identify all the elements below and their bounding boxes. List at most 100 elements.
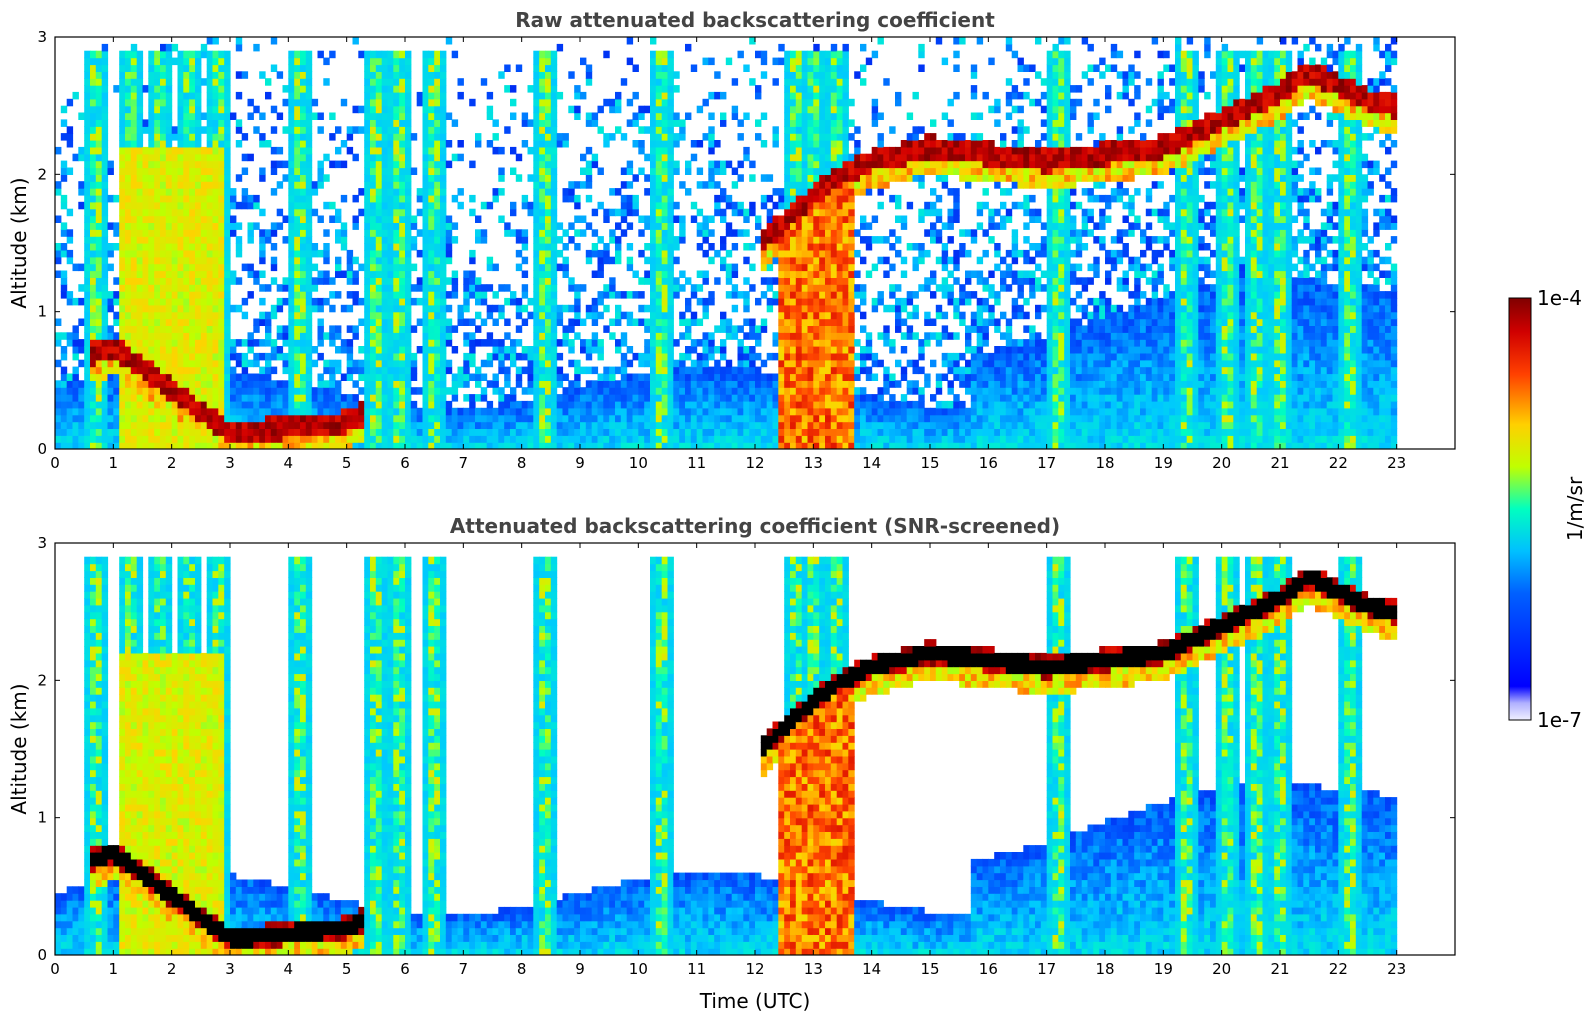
- heatmap-cell: [171, 359, 179, 368]
- heatmap-cell: [136, 188, 144, 196]
- heatmap-cell: [661, 249, 669, 258]
- heatmap-cell: [591, 414, 599, 423]
- heatmap-cell: [603, 442, 610, 449]
- heatmap-cell: [352, 421, 359, 429]
- heatmap-cell: [294, 339, 301, 347]
- heatmap-cell: [387, 387, 394, 395]
- heatmap-cell: [603, 140, 610, 148]
- heatmap-cell: [90, 359, 97, 368]
- heatmap-cell: [550, 263, 558, 272]
- heatmap-cell: [434, 85, 441, 93]
- heatmap-cell: [340, 304, 348, 313]
- heatmap-cell: [743, 394, 750, 402]
- heatmap-cell: [597, 201, 604, 210]
- heatmap-cell: [650, 215, 657, 223]
- heatmap-cell: [469, 400, 476, 409]
- heatmap-cell: [340, 442, 348, 449]
- heatmap-cell: [300, 133, 307, 141]
- heatmap-cell: [125, 215, 132, 223]
- heatmap-cell: [148, 85, 155, 93]
- heatmap-cell: [206, 263, 214, 272]
- heatmap-cell: [107, 442, 114, 449]
- heatmap-cell: [177, 78, 184, 86]
- heatmap-cell: [212, 91, 219, 100]
- heatmap-cell: [253, 400, 260, 409]
- heatmap-cell: [352, 126, 359, 134]
- heatmap-cell: [795, 442, 803, 449]
- heatmap-cell: [650, 194, 657, 203]
- heatmap-cell: [498, 394, 505, 402]
- heatmap-cell: [562, 229, 569, 237]
- heatmap-cell: [795, 215, 803, 223]
- heatmap-cell: [259, 380, 266, 388]
- heatmap-cell: [218, 352, 225, 361]
- heatmap-cell: [300, 421, 307, 429]
- heatmap-cell: [568, 394, 575, 402]
- heatmap-cell: [650, 119, 657, 127]
- heatmap-cell: [480, 421, 488, 429]
- heatmap-cell: [195, 263, 202, 272]
- heatmap-cell: [650, 105, 657, 114]
- heatmap-cell: [84, 256, 91, 265]
- heatmap-cell: [72, 435, 79, 443]
- heatmap-cell: [545, 181, 552, 189]
- heatmap-cell: [160, 188, 167, 196]
- heatmap-cell: [125, 387, 132, 395]
- heatmap-cell: [235, 201, 243, 210]
- heatmap-cell: [200, 359, 208, 368]
- heatmap-cell: [807, 119, 814, 127]
- heatmap-cell: [375, 78, 383, 86]
- heatmap-cell: [259, 318, 266, 326]
- heatmap-cell: [125, 359, 132, 368]
- heatmap-cell: [533, 352, 540, 361]
- heatmap-cell: [410, 243, 418, 251]
- heatmap-cell: [597, 291, 604, 299]
- heatmap-cell: [323, 57, 330, 66]
- heatmap-cell: [521, 201, 529, 210]
- heatmap-cell: [469, 249, 476, 258]
- heatmap-cell: [801, 194, 809, 203]
- heatmap-cell: [585, 304, 593, 313]
- heatmap-cell: [282, 414, 289, 423]
- heatmap-cell: [702, 407, 709, 416]
- heatmap-cell: [626, 256, 634, 265]
- heatmap-cell: [469, 318, 476, 326]
- heatmap-cell: [300, 359, 307, 368]
- heatmap-cell: [60, 387, 68, 395]
- heatmap-cell: [568, 407, 575, 416]
- heatmap-cell: [795, 270, 803, 278]
- heatmap-cell: [300, 153, 307, 162]
- heatmap-cell: [568, 318, 575, 326]
- heatmap-cell: [212, 380, 219, 388]
- heatmap-cell: [224, 263, 231, 272]
- heatmap-cell: [381, 270, 389, 278]
- heatmap-cell: [364, 332, 371, 340]
- heatmap-cell: [626, 359, 634, 368]
- heatmap-cell: [323, 387, 330, 395]
- heatmap-cell: [370, 249, 377, 258]
- heatmap-cell: [790, 435, 797, 443]
- heatmap-cell: [195, 105, 202, 114]
- heatmap-cell: [95, 153, 103, 162]
- heatmap-cell: [136, 112, 144, 120]
- heatmap-cell: [101, 359, 109, 368]
- heatmap-cell: [422, 311, 429, 320]
- heatmap-cell: [142, 394, 149, 402]
- heatmap-cell: [545, 85, 552, 93]
- heatmap-cell: [457, 435, 464, 443]
- heatmap-cell: [335, 236, 342, 244]
- heatmap-cell: [352, 277, 359, 285]
- heatmap-cell: [224, 284, 231, 292]
- heatmap-cell: [160, 442, 167, 449]
- heatmap-cell: [428, 112, 435, 120]
- heatmap-cell: [142, 346, 149, 354]
- heatmap-cell: [294, 91, 301, 100]
- heatmap-cell: [720, 263, 727, 272]
- heatmap-cell: [428, 133, 435, 141]
- heatmap-cell: [673, 160, 680, 169]
- heatmap-cell: [119, 249, 126, 258]
- heatmap-cell: [305, 400, 313, 409]
- heatmap-cell: [154, 85, 161, 93]
- heatmap-cell: [737, 400, 744, 409]
- heatmap-cell: [685, 346, 692, 354]
